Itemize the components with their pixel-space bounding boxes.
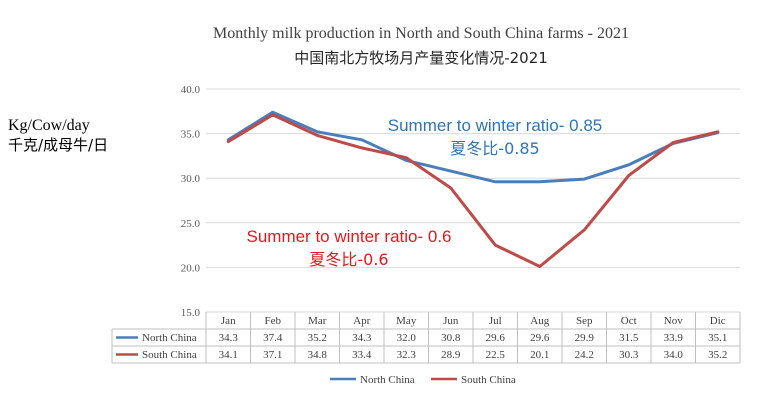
x-tick-label: Apr — [353, 315, 370, 327]
table-cell-value: 24.2 — [575, 349, 594, 361]
table-cell-value: 34.8 — [308, 349, 328, 361]
legend-label: North China — [360, 374, 415, 386]
annotation-ratio: Summer to winter ratio- 0.85 — [388, 116, 602, 135]
table-cell-value: 33.4 — [352, 349, 372, 361]
legend-label: South China — [461, 374, 516, 386]
x-tick-label: Dic — [710, 315, 726, 327]
table-cell-value: 30.8 — [441, 332, 461, 344]
table-cell-value: 35.2 — [708, 349, 727, 361]
y-axis-ticks: 40.0 35.0 30.0 25.0 20.0 15.0 — [181, 84, 201, 319]
table-cell-value: 28.9 — [441, 349, 461, 361]
x-tick-label: Aug — [530, 315, 549, 327]
x-tick-label: Feb — [265, 315, 282, 327]
chart-title: Monthly milk production in North and Sou… — [213, 25, 629, 42]
x-tick-label: Jan — [221, 315, 236, 327]
y-axis-label-cn: 千克/成母牛/日 — [8, 136, 108, 154]
chart-subtitle: 中国南北方牧场月产量变化情况-2021 — [294, 49, 548, 67]
series-line-south-china — [226, 113, 720, 268]
table-cell-value: 30.3 — [619, 349, 639, 361]
y-tick-label: 40.0 — [181, 84, 201, 96]
y-tick-label: 35.0 — [181, 129, 201, 141]
data-table: Jan Feb Mar Apr May Jun Jul Aug Sep Oct Nov Dic Nort… — [111, 312, 741, 364]
table-cell-value: 35.1 — [708, 332, 727, 344]
series-line-north-china — [226, 110, 720, 184]
y-tick-label: 25.0 — [181, 218, 201, 230]
table-cell-value: 34.3 — [352, 332, 372, 344]
table-cell-value: 35.2 — [308, 332, 327, 344]
table-cell-value: 34.0 — [664, 349, 684, 361]
annotations: Summer to winter ratio- 0.85 夏冬比-0.85 Summ… — [246, 116, 602, 269]
table-cell-value: 34.1 — [219, 349, 238, 361]
table-series-name: North China — [142, 332, 197, 344]
y-tick-label: 20.0 — [181, 262, 201, 274]
table-cell-value: 37.1 — [263, 349, 282, 361]
table-cell-value: 29.9 — [575, 332, 595, 344]
x-tick-label: Jul — [489, 315, 502, 327]
y-tick-label: 15.0 — [181, 307, 201, 319]
annotation-ratio-cn: 夏冬比-0.85 — [450, 139, 539, 158]
table-cell-value: 29.6 — [486, 332, 506, 344]
legend: North China South China — [330, 374, 516, 386]
table-cell-value: 32.3 — [397, 349, 417, 361]
table-series-name: South China — [142, 349, 197, 361]
x-tick-label: May — [396, 315, 417, 327]
x-tick-label: Mar — [308, 315, 327, 327]
table-cell-value: 33.9 — [664, 332, 684, 344]
x-tick-label: Sep — [576, 315, 593, 327]
x-tick-label: Oct — [621, 315, 637, 327]
x-tick-label: Nov — [664, 315, 683, 327]
table-cell-value: 31.5 — [619, 332, 639, 344]
y-tick-label: 30.0 — [181, 173, 201, 185]
series-lines — [226, 110, 720, 268]
table-cell-value: 34.3 — [219, 332, 239, 344]
table-cell-value: 29.6 — [530, 332, 550, 344]
table-cell-value: 20.1 — [530, 349, 549, 361]
y-axis-label: Kg/Cow/day — [8, 117, 90, 134]
annotation-ratio-cn: 夏冬比-0.6 — [309, 250, 388, 269]
table-cell-value: 37.4 — [263, 332, 283, 344]
table-cell-value: 32.0 — [397, 332, 417, 344]
annotation-ratio: Summer to winter ratio- 0.6 — [246, 227, 451, 246]
x-tick-label: Jun — [443, 315, 459, 327]
table-cell-value: 22.5 — [486, 349, 506, 361]
